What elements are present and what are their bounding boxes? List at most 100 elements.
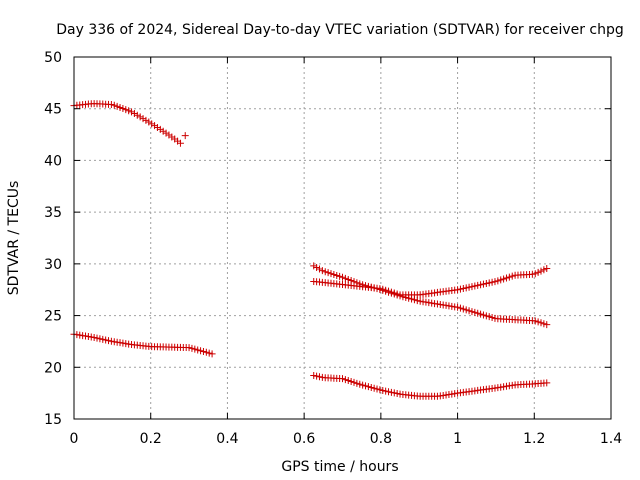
- data-point: [497, 276, 505, 284]
- series-arc-4: [310, 264, 551, 299]
- data-point: [390, 389, 398, 397]
- data-point: [107, 337, 115, 345]
- x-axis-label: GPS time / hours: [281, 459, 398, 475]
- data-point: [347, 377, 355, 385]
- data-point: [113, 102, 121, 110]
- x-tick-label: 0.6: [293, 431, 315, 447]
- data-point: [474, 309, 482, 317]
- data-point: [465, 283, 473, 291]
- data-point: [194, 346, 202, 354]
- data-point: [133, 111, 141, 119]
- data-point: [454, 303, 462, 311]
- data-point: [482, 312, 490, 320]
- series-arc-2: [70, 330, 216, 358]
- x-tick-label: 0: [70, 431, 79, 447]
- data-point: [488, 314, 496, 322]
- data-point: [462, 306, 470, 314]
- data-point: [102, 336, 110, 344]
- data-point: [364, 383, 372, 391]
- data-point: [130, 110, 138, 118]
- data-point: [502, 274, 510, 282]
- data-point: [96, 335, 104, 343]
- data-point: [185, 344, 193, 352]
- data-point: [454, 286, 462, 294]
- data-point: [543, 264, 551, 272]
- data-point: [116, 103, 124, 111]
- data-point: [537, 267, 545, 275]
- x-tick-label: 1.4: [600, 431, 622, 447]
- data-point: [505, 273, 513, 281]
- data-point: [125, 107, 133, 115]
- data-point: [142, 116, 150, 124]
- x-tick-label: 0.4: [216, 431, 238, 447]
- data-point: [321, 268, 329, 276]
- data-point: [344, 377, 352, 385]
- data-point: [205, 349, 213, 357]
- data-point: [456, 304, 464, 312]
- data-point: [543, 379, 551, 387]
- data-point: [393, 390, 401, 398]
- data-point: [313, 372, 321, 380]
- data-point: [382, 387, 390, 395]
- data-point: [471, 308, 479, 316]
- data-points: [70, 100, 551, 400]
- data-point: [202, 348, 210, 356]
- data-point: [531, 270, 539, 278]
- data-point: [105, 337, 113, 345]
- data-point: [379, 386, 387, 394]
- data-point: [385, 287, 393, 295]
- data-point: [462, 284, 470, 292]
- data-point: [468, 308, 476, 316]
- data-point: [459, 284, 467, 292]
- y-tick-label: 40: [44, 153, 62, 169]
- data-point: [390, 289, 398, 297]
- data-point: [110, 101, 118, 109]
- data-point: [324, 269, 332, 277]
- data-point: [393, 290, 401, 298]
- series-arc-3: [310, 262, 551, 329]
- data-point: [330, 271, 338, 279]
- x-tick-label: 1.2: [523, 431, 545, 447]
- x-tick-label: 0.2: [140, 431, 162, 447]
- data-point: [540, 320, 548, 328]
- series-arc-1: [70, 100, 184, 147]
- data-point: [387, 388, 395, 396]
- data-point: [382, 286, 390, 294]
- data-point: [477, 281, 485, 289]
- data-point: [485, 279, 493, 287]
- data-point: [534, 318, 542, 326]
- data-point: [327, 270, 335, 278]
- y-tick-label: 25: [44, 309, 62, 325]
- data-point: [359, 381, 367, 389]
- data-point: [376, 386, 384, 394]
- data-point: [537, 319, 545, 327]
- data-point: [508, 272, 516, 280]
- y-tick-label: 15: [44, 412, 62, 428]
- data-point: [333, 271, 341, 279]
- data-point: [356, 380, 364, 388]
- tick-labels: 0 0.2 0.4 0.6 0.8 1 1.2 1.4 15 20 25 30 35 40 45 50: [44, 50, 622, 447]
- data-point: [468, 283, 476, 291]
- data-point: [191, 345, 199, 353]
- axis-ticks: [73, 56, 612, 420]
- y-tick-label: 50: [44, 50, 62, 66]
- data-point: [543, 321, 551, 329]
- data-point: [376, 285, 384, 293]
- x-tick-label: 1: [453, 431, 462, 447]
- data-point: [197, 347, 205, 355]
- data-point: [367, 383, 375, 391]
- y-tick-label: 30: [44, 257, 62, 273]
- data-point: [534, 268, 542, 276]
- x-tick-label: 0.8: [370, 431, 392, 447]
- data-point: [485, 313, 493, 321]
- data-point: [479, 311, 487, 319]
- data-point: [362, 382, 370, 390]
- y-tick-label: 35: [44, 205, 62, 221]
- grid: [74, 57, 611, 419]
- data-point: [387, 288, 395, 296]
- data-point: [531, 317, 539, 325]
- chart-title: Day 336 of 2024, Sidereal Day-to-day VTE…: [56, 22, 624, 38]
- data-point: [181, 132, 189, 140]
- data-point: [528, 270, 536, 278]
